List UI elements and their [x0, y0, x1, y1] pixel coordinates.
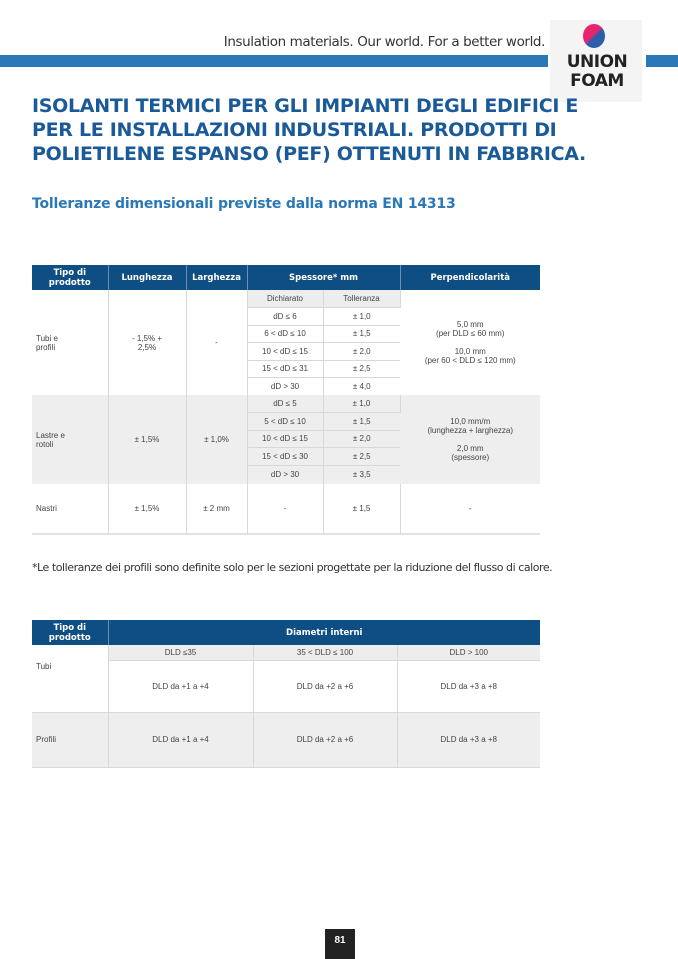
value-cell: DLD da +2 a +6 — [253, 660, 398, 713]
length-value: - 1,5% + 2,5% — [131, 333, 162, 352]
product-cell: Profili — [32, 712, 109, 768]
perp-value: 10,0 mm — [454, 347, 486, 356]
declared: dD > 30 — [247, 465, 324, 484]
declared: 5 < dD ≤ 10 — [247, 412, 324, 431]
inner-diameter-table: Tipo di prodotto Diametri interni Tubi D… — [32, 620, 540, 768]
perpendicularity-cell: - — [400, 484, 540, 535]
page-number: 81 — [325, 929, 355, 959]
declared: dD ≤ 6 — [247, 307, 324, 326]
page-title: ISOLANTI TERMICI PER GLI IMPIANTI DEGLI … — [32, 95, 586, 165]
header-bar-right — [646, 55, 678, 67]
declared: 6 < dD ≤ 10 — [247, 325, 324, 343]
declared: - — [247, 484, 324, 535]
declared: 10 < dD ≤ 15 — [247, 430, 324, 448]
tolerance: ± 2,0 — [323, 342, 400, 361]
perp-note: (per 60 < DLD ≤ 120 mm) — [424, 356, 516, 365]
perpendicularity-cell: 5,0 mm (per DLD ≤ 60 mm) 10,0 mm (per 60 < … — [400, 290, 540, 395]
length-cell: - 1,5% + 2,5% — [108, 290, 187, 395]
col-header: Spessore* mm — [247, 265, 401, 290]
tolerance: ± 1,5 — [323, 412, 400, 431]
col-header: Tipo di prodotto — [32, 265, 109, 290]
tolerance: ± 1,0 — [323, 395, 401, 413]
table-row: Profili DLD da +1 a +4 DLD da +2 a +6 DL… — [32, 712, 540, 768]
perp-value: 5,0 mm — [456, 320, 484, 329]
tolerance: ± 1,0 — [323, 307, 400, 326]
perp-note: (per DLD ≤ 60 mm) — [436, 329, 505, 338]
declared: 10 < dD ≤ 15 — [247, 342, 324, 361]
declared: 15 < dD ≤ 31 — [247, 360, 324, 378]
perp-value: 10,0 mm/m — [450, 417, 491, 426]
col-header: Tipo di prodotto — [32, 620, 109, 645]
sub-header: Dichiarato — [247, 290, 324, 308]
sub-header: DLD ≤35 — [108, 645, 254, 661]
table-header-row: Tipo di prodotto Diametri interni — [32, 620, 540, 645]
width-cell: ± 2 mm — [186, 484, 248, 535]
tagline: Insulation materials. Our world. For a b… — [223, 34, 546, 50]
table-row: Nastri ± 1,5% ± 2 mm - ± 1,5 - — [32, 484, 540, 535]
tolerance: ± 2,0 — [323, 430, 400, 448]
tolerance: ± 2,5 — [323, 360, 400, 378]
sub-header-row: Tubi DLD ≤35 35 < DLD ≤ 100 DLD > 100 — [32, 645, 540, 713]
length-cell: ± 1,5% — [108, 484, 187, 535]
logo-circle-icon — [583, 24, 605, 48]
col-header: Perpendicolarità — [400, 265, 540, 290]
table-row: Tubi e profili - 1,5% + 2,5% - Dichiarat… — [32, 290, 540, 395]
width-cell: ± 1,0% — [186, 395, 248, 484]
declared: dD > 30 — [247, 377, 324, 395]
col-header: Larghezza — [186, 265, 248, 290]
product-cell: Nastri — [32, 484, 109, 535]
logo-word-2: FOAM — [570, 71, 624, 91]
union-foam-logo: UNION FOAM — [550, 20, 642, 102]
product-cell: Lastre e rotoli — [32, 395, 109, 484]
tolerance-table: Tipo di prodotto Lunghezza Larghezza Spe… — [32, 265, 540, 535]
header-bar — [0, 55, 548, 67]
footnote: *Le tolleranze dei profili sono definite… — [32, 561, 553, 574]
tolerance: ± 3,5 — [323, 465, 400, 484]
product-cell: Tubi e profili — [32, 290, 109, 395]
value-cell: DLD da +3 a +8 — [397, 660, 540, 713]
declared: dD ≤ 5 — [247, 395, 324, 413]
length-cell: ± 1,5% — [108, 395, 187, 484]
tolerance: ± 1,5 — [323, 325, 400, 343]
perp-value: 2,0 mm — [456, 444, 484, 453]
logo-word-1: UNION — [566, 52, 628, 72]
product-cell: Tubi — [32, 645, 109, 713]
perp-note: (spessore) — [451, 453, 490, 462]
table-row: DLD da +1 a +4 DLD da +2 a +6 DLD da +3 … — [32, 660, 540, 713]
tolerance: ± 2,5 — [323, 447, 400, 466]
product-label: Lastre e rotoli — [36, 430, 65, 449]
tolerance: ± 4,0 — [352, 382, 371, 391]
table-header-row: Tipo di prodotto Lunghezza Larghezza Spe… — [32, 265, 540, 290]
value-cell: DLD da +2 a +6 — [253, 712, 398, 768]
width-cell: - — [186, 290, 248, 395]
product-label: Tubi e profili — [36, 333, 58, 352]
perp-note: (lunghezza + larghezza) — [427, 426, 514, 435]
section-subtitle: Tolleranze dimensionali previste dalla n… — [32, 196, 456, 212]
sub-header: DLD > 100 — [397, 645, 540, 661]
table-row: Lastre e rotoli ± 1,5% ± 1,0% dD ≤ 5 ± 1… — [32, 395, 540, 484]
col-header: Lunghezza — [108, 265, 187, 290]
col-header: Diametri interni — [108, 620, 540, 645]
sub-header: Tolleranza — [323, 290, 401, 308]
value-cell: DLD da +3 a +8 — [397, 712, 540, 768]
value-cell: DLD da +1 a +4 — [108, 712, 254, 768]
value-cell: DLD da +1 a +4 — [108, 660, 254, 713]
sub-header: 35 < DLD ≤ 100 — [253, 645, 398, 661]
tolerance: ± 1,5 — [323, 484, 401, 535]
declared: 15 < dD ≤ 30 — [247, 447, 324, 466]
perpendicularity-cell: 10,0 mm/m (lunghezza + larghezza) 2,0 mm (s… — [400, 395, 540, 484]
